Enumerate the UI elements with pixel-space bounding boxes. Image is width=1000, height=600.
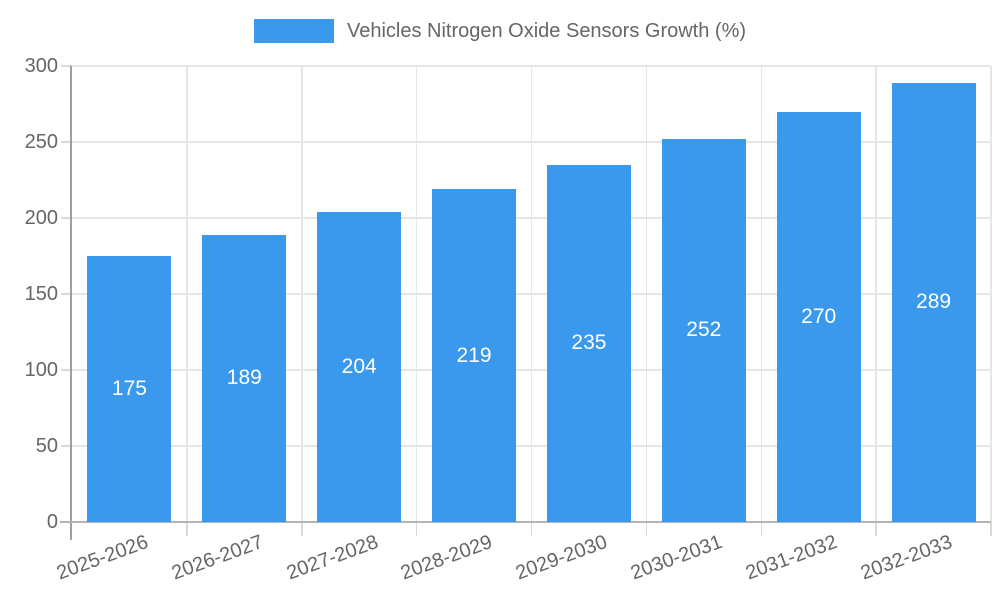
x-axis-tick: [875, 522, 877, 536]
x-axis-label: 2028-2029: [398, 531, 496, 585]
gridline-x: [875, 66, 877, 522]
y-axis-tick: [61, 217, 72, 219]
x-axis-tick: [530, 522, 533, 536]
y-axis-label: 250: [24, 131, 58, 153]
bar[interactable]: [87, 256, 172, 522]
y-axis-label: 150: [24, 283, 58, 305]
bar[interactable]: [202, 234, 287, 522]
y-axis-label: 50: [35, 435, 58, 457]
x-axis-line: [60, 521, 991, 523]
gridline-x: [530, 66, 533, 522]
x-axis-label: 2030-2031: [627, 531, 726, 585]
y-axis-tick: [61, 141, 72, 143]
bar[interactable]: [776, 111, 861, 522]
gridline-x: [301, 66, 303, 522]
x-axis-tick: [415, 522, 418, 536]
x-axis-tick: [301, 522, 303, 536]
bar[interactable]: [891, 82, 976, 522]
y-axis-label: 200: [24, 207, 58, 229]
gridline-x: [186, 66, 188, 522]
x-axis-tick: [990, 522, 992, 536]
chart-legend[interactable]: Vehicles Nitrogen Oxide Sensors Growth (…: [0, 0, 1000, 50]
gridline-x: [760, 66, 762, 522]
x-axis-label: 2025-2026: [53, 531, 151, 585]
bar[interactable]: [317, 211, 402, 522]
x-axis-tick: [760, 522, 762, 536]
x-axis-label: 2032-2033: [857, 531, 956, 585]
y-axis-tick: [61, 445, 72, 447]
x-axis-label: 2029-2030: [513, 531, 611, 585]
bar[interactable]: [432, 189, 517, 522]
gridline-x: [990, 66, 992, 522]
legend-title: Vehicles Nitrogen Oxide Sensors Growth (…: [346, 20, 747, 42]
y-axis-label: 100: [24, 359, 58, 381]
y-axis-tick: [61, 65, 72, 67]
y-axis-tick: [61, 369, 72, 371]
gridline-x: [645, 66, 648, 522]
x-axis-label: 2031-2032: [742, 531, 841, 585]
x-axis-label: 2027-2028: [283, 531, 381, 585]
y-axis-label: 300: [24, 55, 58, 77]
x-axis-tick: [645, 522, 648, 536]
gridline-x: [415, 66, 418, 522]
y-axis-label: 0: [46, 511, 58, 533]
x-axis-label: 2026-2027: [168, 531, 266, 585]
y-axis-tick: [61, 293, 72, 295]
x-axis-tick: [186, 522, 188, 536]
legend-swatch: [253, 19, 334, 43]
bar[interactable]: [546, 164, 631, 522]
y-axis-line: [70, 66, 72, 540]
bar[interactable]: [661, 138, 746, 522]
